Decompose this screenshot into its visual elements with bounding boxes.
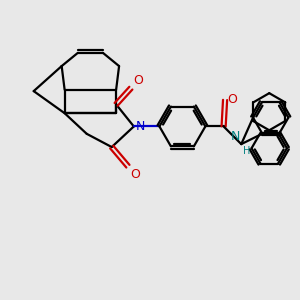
Text: H: H <box>243 146 250 156</box>
Text: O: O <box>130 168 140 181</box>
Text: N: N <box>230 130 240 142</box>
Text: N: N <box>136 120 146 133</box>
Text: O: O <box>133 74 143 87</box>
Text: O: O <box>227 93 237 106</box>
